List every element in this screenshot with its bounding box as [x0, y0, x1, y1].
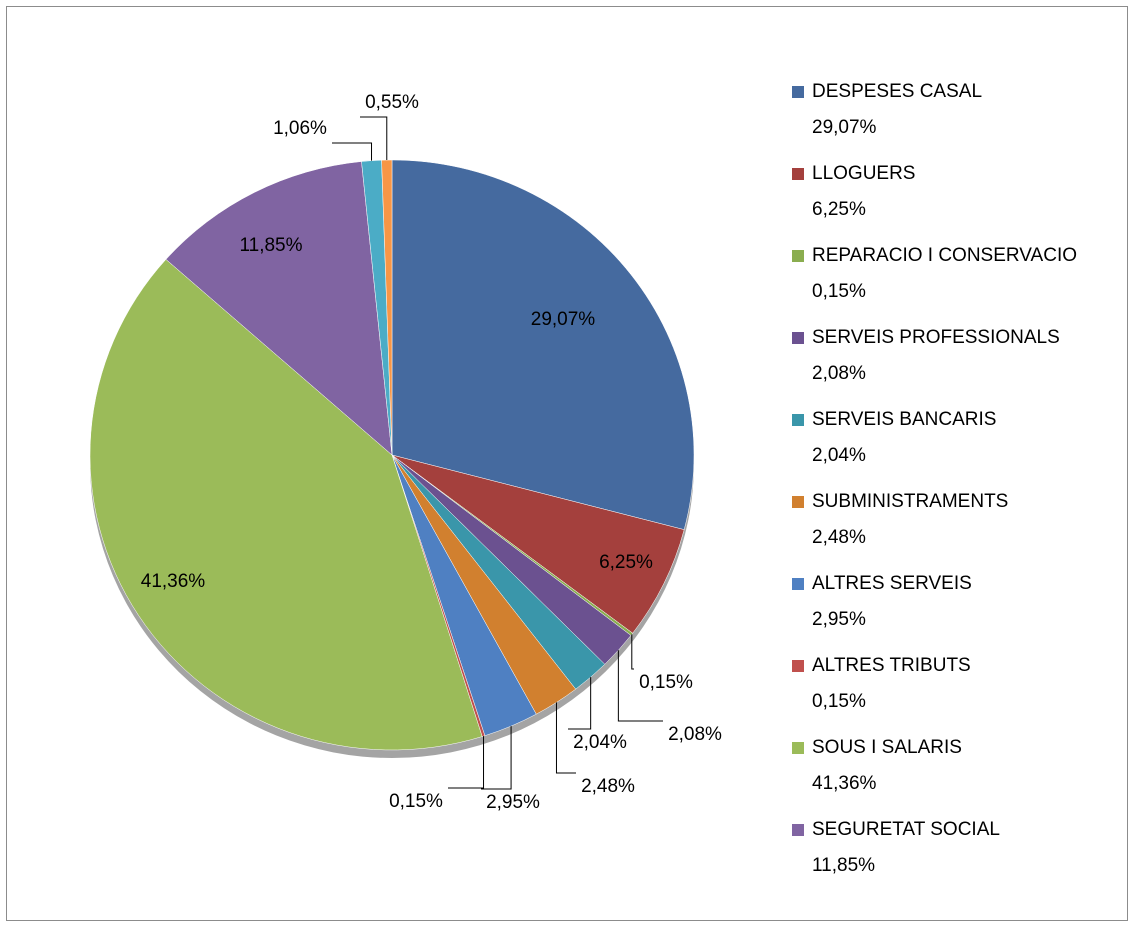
legend-label: SOUS I SALARIS — [812, 737, 962, 758]
legend-swatch — [792, 332, 804, 344]
data-label: 2,48% — [581, 776, 635, 797]
labels: 29,07% 6,25% 0,15% 2,08% 2,04% 2,48% 2,95% 0,15… — [141, 92, 722, 813]
data-label: 1,06% — [273, 118, 327, 139]
legend-swatch — [792, 414, 804, 426]
legend-label: SERVEIS BANCARIS — [812, 409, 996, 430]
legend-value: 0,15% — [812, 691, 866, 712]
pie-slice — [391, 159, 695, 530]
legend-value: 0,15% — [812, 281, 866, 302]
legend-value: 6,25% — [812, 199, 866, 220]
legend-label: LLOGUERS — [812, 163, 915, 184]
data-label: 0,15% — [639, 672, 693, 693]
legend-label: ALTRES SERVEIS — [812, 573, 972, 594]
data-label: 0,55% — [365, 92, 419, 113]
legend-swatch — [792, 168, 804, 180]
legend-value: 2,04% — [812, 445, 866, 466]
data-label: 11,85% — [239, 235, 302, 256]
legend-label: ALTRES TRIBUTS — [812, 655, 971, 676]
legend-swatch — [792, 578, 804, 590]
legend-value: 11,85% — [812, 855, 875, 876]
pie-slice — [89, 259, 483, 751]
legend-value: 2,08% — [812, 363, 866, 384]
data-label: 0,15% — [389, 791, 443, 812]
legend: DESPESES CASAL 29,07% LLOGUERS 6,25% REPARAC… — [792, 81, 1077, 876]
legend-swatch — [792, 824, 804, 836]
legend-value: 41,36% — [812, 773, 877, 794]
legend-value: 29,07% — [812, 117, 877, 138]
legend-label: REPARACIO I CONSERVACIO — [812, 245, 1077, 266]
legend-value: 2,48% — [812, 527, 866, 548]
data-label: 6,25% — [599, 552, 653, 573]
pie-slice — [391, 454, 685, 634]
legend-swatch — [792, 496, 804, 508]
legend-label: SERVEIS PROFESSIONALS — [812, 327, 1060, 348]
data-label: 2,95% — [486, 792, 540, 813]
leader-line — [568, 677, 592, 730]
data-label: 29,07% — [531, 309, 596, 330]
legend-swatch — [792, 250, 804, 262]
leader-line — [481, 726, 512, 790]
legend-label: SUBMINISTRAMENTS — [812, 491, 1008, 512]
data-label: 2,04% — [573, 732, 627, 753]
leader-line — [555, 702, 576, 774]
legend-label: SEGURETAT SOCIAL — [812, 819, 1000, 840]
data-label: 2,08% — [668, 724, 722, 745]
leader-line — [631, 634, 634, 670]
leader-line — [332, 142, 373, 161]
leader-line — [617, 650, 663, 722]
data-label: 41,36% — [141, 571, 206, 592]
pie-slice — [165, 161, 393, 456]
pie — [89, 159, 695, 758]
leader-line — [448, 736, 485, 789]
legend-swatch — [792, 86, 804, 98]
leader-line — [360, 116, 388, 161]
legend-swatch — [792, 742, 804, 754]
legend-label: DESPESES CASAL — [812, 81, 982, 102]
legend-value: 2,95% — [812, 609, 866, 630]
legend-swatch — [792, 660, 804, 672]
